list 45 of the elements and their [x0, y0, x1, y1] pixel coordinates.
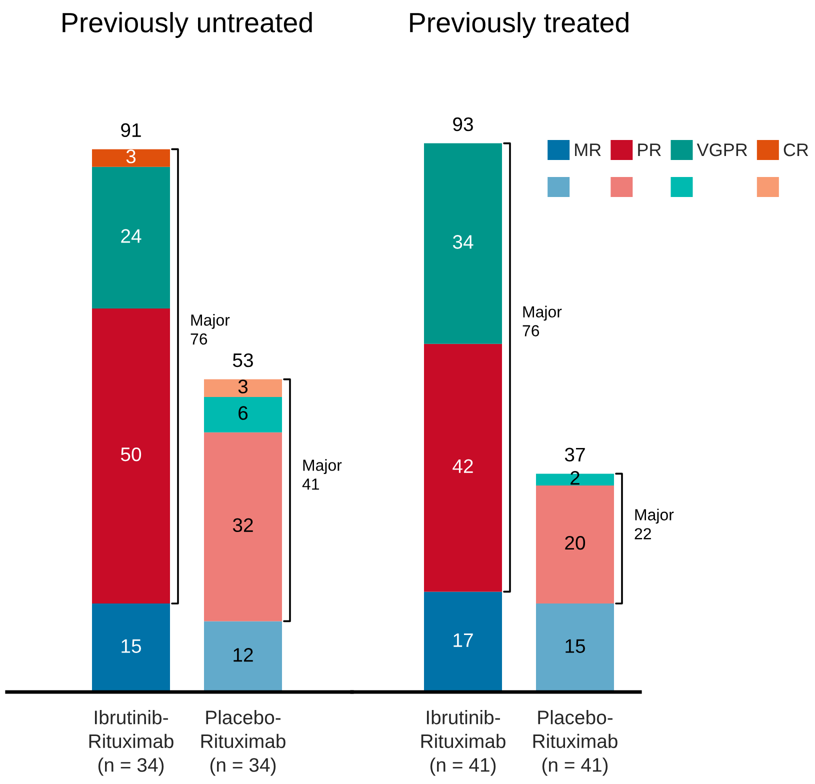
data-label: 17 — [454, 634, 473, 647]
legend-label: MR — [575, 144, 601, 156]
bar — [536, 604, 614, 692]
bar — [92, 308, 170, 604]
data-label: 34 — [452, 235, 474, 249]
bar — [536, 486, 614, 604]
bar — [204, 397, 282, 432]
data-label: 12 — [234, 648, 253, 662]
legend-label: VGPR — [696, 143, 748, 156]
bar — [424, 143, 502, 344]
total-label: 91 — [121, 123, 141, 138]
x-tick-label: Ibrutinib- Rituximab (n = 34) — [89, 710, 174, 776]
data-label: 42 — [452, 459, 473, 473]
data-label: 24 — [121, 229, 142, 243]
annotation: Major 22 — [634, 508, 674, 540]
x-tick-label: Placebo- Rituximab (n = 41) — [533, 710, 618, 776]
bar — [424, 592, 502, 692]
bar — [92, 166, 170, 309]
bar — [204, 432, 282, 622]
data-label: 15 — [122, 639, 141, 653]
legend-label: CR — [784, 143, 808, 156]
annotation: Major 41 — [302, 459, 342, 490]
data-label: 3 — [238, 380, 248, 394]
bar — [204, 621, 282, 692]
data-label: 15 — [566, 639, 585, 653]
chart-title: Previously untreated — [62, 12, 312, 38]
data-label: 32 — [232, 518, 253, 532]
legend-label: PR — [638, 144, 661, 156]
annotation: Major 76 — [522, 306, 562, 336]
data-label: 6 — [238, 406, 248, 420]
data-label: 3 — [126, 150, 136, 164]
x-tick-label: Placebo- Rituximab (n = 34) — [201, 710, 286, 776]
total-label: 93 — [453, 117, 473, 132]
bar — [92, 149, 170, 167]
total-label: 37 — [564, 448, 585, 462]
data-label: 20 — [565, 536, 586, 550]
data-label: 2 — [570, 471, 580, 485]
chart-title: Previously treated — [410, 12, 628, 38]
bar — [424, 344, 502, 592]
x-tick-label: Ibrutinib- Rituximab (n = 41) — [421, 710, 506, 776]
data-label: 50 — [120, 447, 142, 462]
annotation: Major 76 — [190, 314, 230, 345]
total-label: 53 — [232, 353, 253, 368]
bar — [204, 379, 282, 397]
bar — [92, 604, 170, 692]
